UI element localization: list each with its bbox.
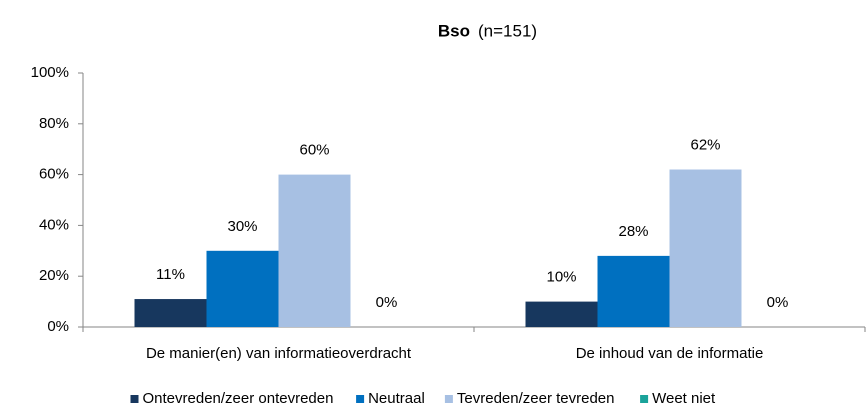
y-tick-label: 80% <box>39 115 69 132</box>
legend-swatch <box>356 395 365 403</box>
bar <box>669 169 742 327</box>
value-label: 60% <box>299 142 329 159</box>
y-tick-label: 0% <box>47 318 69 335</box>
value-label: 62% <box>690 136 720 153</box>
x-tick-label: De inhoud van de informatie <box>576 345 764 362</box>
value-label: 28% <box>618 223 648 240</box>
bar <box>206 250 279 327</box>
x-tick-label: De manier(en) van informatieoverdracht <box>146 345 412 362</box>
value-label: 10% <box>546 269 576 286</box>
value-label: 0% <box>376 294 398 311</box>
bar <box>525 301 598 327</box>
y-tick-label: 100% <box>31 64 69 81</box>
legend-swatch <box>130 395 139 403</box>
bar <box>597 255 670 327</box>
legend-label: Neutraal <box>368 390 425 407</box>
legend-swatch <box>444 395 453 403</box>
bar <box>134 299 207 327</box>
y-tick-label: 20% <box>39 267 69 284</box>
legend-swatch <box>640 395 649 403</box>
legend-label: Weet niet <box>652 390 716 407</box>
y-tick-label: 40% <box>39 216 69 233</box>
y-tick-label: 60% <box>39 166 69 183</box>
value-label: 0% <box>767 294 789 311</box>
bar <box>278 174 351 327</box>
legend-label: Ontevreden/zeer ontevreden <box>143 390 334 407</box>
legend-label: Tevreden/zeer tevreden <box>457 390 615 407</box>
chart-title: Bso <box>438 21 470 40</box>
value-label: 30% <box>227 218 257 235</box>
value-label: 11% <box>156 266 185 283</box>
chart-subtitle: (n=151) <box>478 21 537 40</box>
